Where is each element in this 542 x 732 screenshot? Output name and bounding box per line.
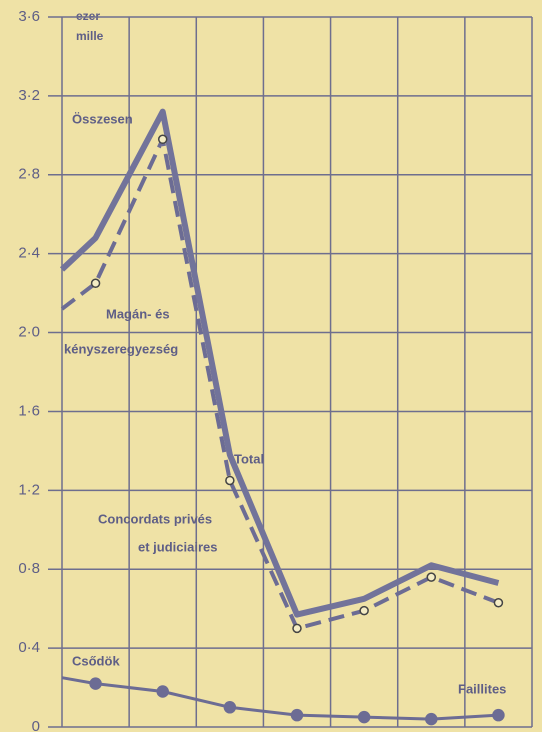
annotation: Csődök (72, 653, 120, 668)
series-line (60, 137, 500, 631)
unit-label: mille (76, 29, 104, 43)
y-tick-label: 2·0 (18, 324, 40, 341)
series-line (61, 676, 499, 721)
y-tick-label: 1·6 (18, 402, 40, 419)
y-tick-label: 0 (32, 718, 40, 732)
annotation: kényszeregyezség (64, 341, 178, 356)
y-tick-label: 2·4 (18, 245, 40, 262)
data-point (156, 685, 169, 698)
data-point (357, 710, 371, 724)
data-point (426, 572, 437, 582)
series-line (59, 108, 500, 618)
data-point (89, 677, 102, 690)
y-tick-label: 1·2 (18, 481, 40, 498)
data-point (157, 134, 168, 145)
annotation: Faillites (458, 681, 506, 696)
annotation: Total (234, 451, 264, 466)
y-tick-label: 0·4 (18, 639, 40, 656)
data-point (90, 278, 101, 288)
y-tick-label: 0·8 (18, 560, 40, 577)
data-point (292, 623, 302, 634)
data-point (290, 708, 304, 722)
unit-label: ezer (76, 9, 100, 23)
y-tick-label: 3·2 (18, 87, 40, 104)
data-point (493, 598, 504, 608)
annotation: Magán- és (106, 306, 170, 321)
data-point (425, 712, 438, 726)
annotation: et judiciaires (138, 539, 217, 554)
data-point (359, 605, 369, 616)
data-point (492, 708, 505, 722)
annotation: Összesen (72, 111, 133, 126)
data-point (225, 475, 235, 486)
y-tick-label: 3·6 (18, 8, 40, 25)
y-tick-label: 2·8 (18, 166, 40, 183)
data-point (223, 701, 237, 714)
annotation: Concordats privés (98, 511, 212, 526)
